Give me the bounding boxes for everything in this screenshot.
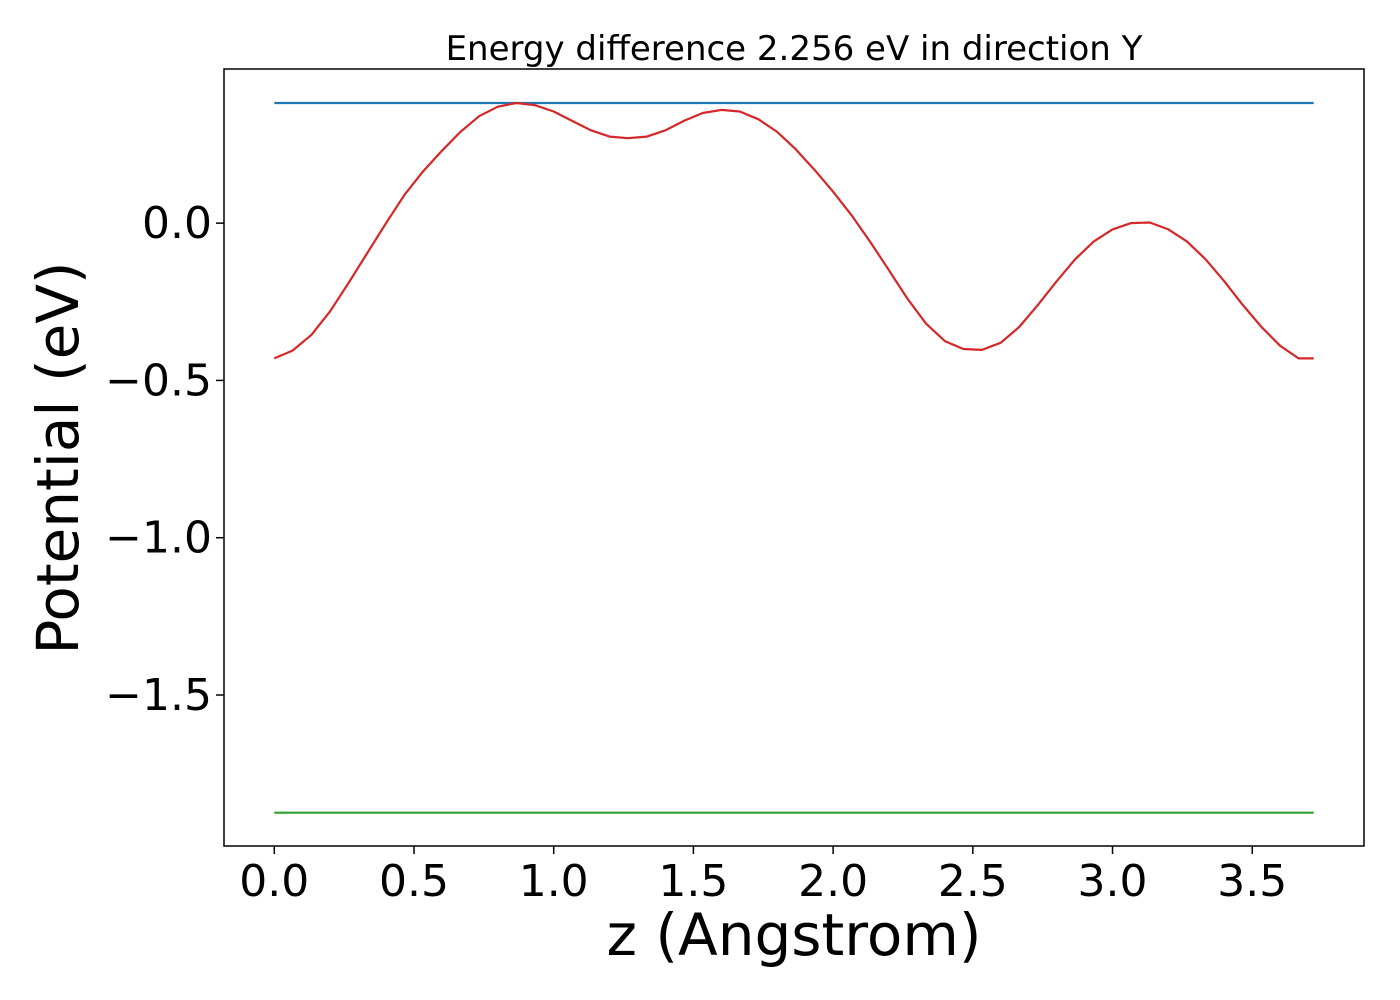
- x-tick-label: 0.0: [239, 856, 309, 907]
- y-tick-label: −1.0: [105, 513, 212, 564]
- x-tick-label: 3.5: [1217, 856, 1287, 907]
- x-tick-label: 2.0: [798, 856, 868, 907]
- x-axis-label: z (Angstrom): [607, 901, 982, 969]
- x-tick-label: 1.0: [519, 856, 589, 907]
- plot-frame: [223, 68, 1365, 847]
- x-tick-label: 1.5: [658, 856, 728, 907]
- plot-area: [273, 101, 1314, 814]
- y-axis: 0.0 −0.5 −1.0 −1.5: [105, 198, 224, 721]
- x-tick-label: 2.5: [938, 856, 1008, 907]
- y-tick-label: 0.0: [142, 198, 212, 249]
- y-tick-label: −0.5: [105, 355, 212, 406]
- x-axis: 0.0 0.5 1.0 1.5 2.0 2.5 3.0 3.5: [239, 846, 1287, 907]
- y-axis-label: Potential (eV): [24, 261, 92, 654]
- y-tick-label: −1.5: [105, 670, 212, 721]
- series-line-2: [273, 101, 1314, 360]
- chart-title: Energy difference 2.256 eV in direction …: [446, 29, 1143, 69]
- x-tick-label: 3.0: [1078, 856, 1148, 907]
- x-tick-label: 0.5: [379, 856, 449, 907]
